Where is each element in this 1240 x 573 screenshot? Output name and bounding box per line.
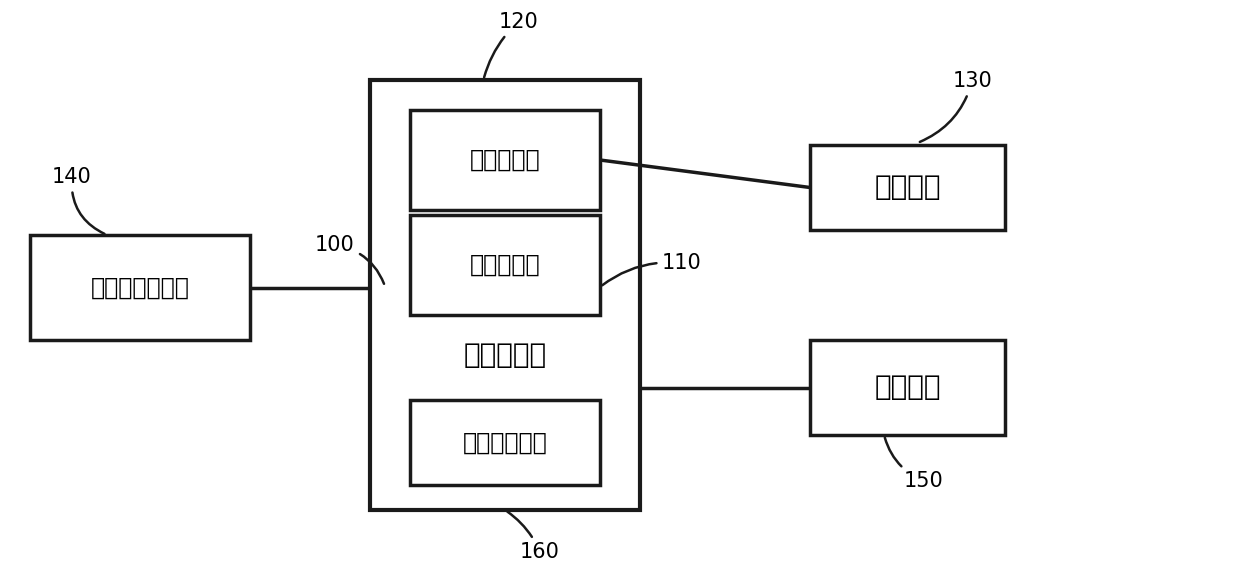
Bar bbox=[410, 400, 600, 485]
Bar bbox=[30, 235, 250, 340]
Text: 120: 120 bbox=[484, 12, 538, 77]
Text: 130: 130 bbox=[920, 71, 992, 142]
Text: 机器人本体: 机器人本体 bbox=[464, 341, 547, 369]
Text: 导航模块: 导航模块 bbox=[874, 374, 941, 402]
Text: 140: 140 bbox=[52, 167, 104, 234]
Text: 150: 150 bbox=[885, 438, 944, 491]
Text: 稳压电源控制器: 稳压电源控制器 bbox=[91, 276, 190, 300]
Bar bbox=[410, 110, 600, 210]
Bar bbox=[810, 340, 1004, 435]
Text: 160: 160 bbox=[507, 512, 560, 562]
Text: 100: 100 bbox=[315, 236, 384, 284]
Text: 主控制模块: 主控制模块 bbox=[470, 253, 541, 277]
Text: 各传感器: 各传感器 bbox=[874, 174, 941, 202]
Text: 障磍物检测器: 障磍物检测器 bbox=[463, 430, 547, 454]
Text: 110: 110 bbox=[603, 253, 702, 285]
Text: 感应处理器: 感应处理器 bbox=[470, 148, 541, 172]
Bar bbox=[810, 145, 1004, 230]
Bar bbox=[370, 80, 640, 510]
Bar bbox=[410, 215, 600, 315]
